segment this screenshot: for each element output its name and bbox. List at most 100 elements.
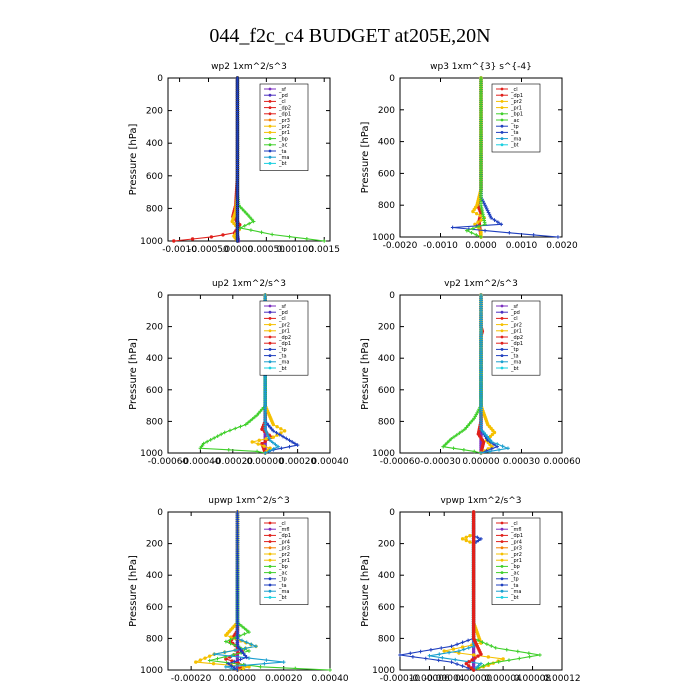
legend-marker	[268, 552, 272, 556]
legend-label: _dp1	[278, 341, 291, 347]
data-marker	[212, 652, 217, 656]
data-marker	[240, 624, 244, 629]
legend-marker	[268, 546, 272, 550]
legend-marker	[500, 329, 504, 333]
legend-label: _pr1	[510, 558, 522, 564]
data-marker	[457, 651, 461, 655]
panel-title: vp2 1xm^2/s^3	[444, 279, 518, 289]
x-tick-label: -0.00060	[148, 457, 189, 467]
legend-label: _cl	[510, 87, 518, 93]
y-tick-label: 400	[378, 571, 395, 581]
data-marker	[467, 660, 471, 664]
data-marker	[457, 649, 461, 653]
legend-marker	[500, 565, 504, 568]
y-tick-label: 200	[378, 540, 395, 550]
x-tick-label: 0.00020	[265, 674, 302, 684]
data-marker	[476, 538, 481, 543]
data-marker	[464, 425, 469, 430]
legend-label: _cl	[278, 99, 286, 105]
legend-label: _sf	[278, 87, 286, 93]
legend-marker	[500, 304, 504, 308]
x-tick-label: .00000	[222, 245, 254, 255]
data-marker	[293, 441, 297, 446]
data-marker	[215, 434, 220, 438]
data-marker	[290, 440, 294, 444]
data-marker	[429, 647, 433, 652]
data-marker	[263, 451, 267, 455]
data-marker	[479, 537, 483, 541]
legend-label: _bt	[510, 595, 519, 601]
data-marker	[247, 649, 251, 653]
data-marker	[470, 418, 475, 422]
y-tick-label: 200	[146, 540, 163, 550]
data-marker	[507, 230, 512, 235]
panel-6: vpwp 1xm^2/s^3 Pressure [hPa] 0 200 400 600 80…	[360, 496, 581, 684]
data-marker	[481, 663, 486, 668]
series-markers-ta	[235, 76, 240, 243]
data-marker	[242, 632, 247, 636]
data-marker	[262, 661, 267, 666]
data-marker	[281, 660, 286, 664]
legend-marker	[268, 310, 272, 314]
legend-marker	[268, 577, 272, 581]
y-tick-label: 800	[378, 634, 395, 644]
data-marker	[449, 644, 454, 649]
data-marker	[238, 657, 243, 662]
data-marker	[506, 446, 510, 451]
data-marker	[205, 439, 209, 444]
x-tick-label: 0.0010	[506, 241, 538, 251]
data-marker	[501, 657, 505, 661]
data-marker	[475, 535, 480, 540]
data-marker	[460, 537, 465, 541]
data-marker	[267, 436, 272, 441]
data-marker	[450, 225, 455, 230]
plot-frame	[167, 511, 331, 671]
legend-label: _pr3	[278, 546, 290, 552]
x-tick-label: 0.00050	[248, 245, 285, 255]
y-tick-label: 800	[146, 634, 163, 644]
y-tick-label: 0	[157, 291, 163, 301]
legend-marker	[268, 100, 272, 103]
x-tick-label: -0.00006	[409, 674, 450, 684]
data-marker	[483, 203, 487, 207]
legend-marker	[500, 137, 504, 141]
plot-frame	[167, 294, 331, 454]
data-marker	[198, 658, 203, 662]
legend-marker	[500, 596, 504, 599]
legend-marker	[500, 310, 504, 314]
data-marker	[241, 666, 245, 671]
legend-label: _cl	[278, 521, 286, 527]
legend-marker	[268, 360, 272, 364]
series-markers-dp2	[441, 293, 483, 455]
legend-marker	[500, 143, 504, 147]
legend-label: _pr1	[278, 558, 290, 564]
legend-marker	[500, 131, 504, 134]
data-marker	[455, 662, 459, 666]
data-marker	[322, 239, 327, 243]
x-tick-label: 0.00040	[311, 457, 348, 467]
legend-marker	[268, 521, 272, 525]
data-marker	[268, 438, 272, 443]
data-marker	[486, 655, 491, 659]
data-marker	[427, 653, 432, 658]
data-marker	[232, 666, 237, 670]
y-tick-label: 0	[389, 74, 395, 84]
y-tick-label: 800	[146, 204, 163, 214]
x-tick-label: -0.00050	[188, 245, 229, 255]
data-marker	[496, 220, 500, 224]
legend-label: _tp	[510, 577, 519, 583]
legend-label: _bp	[510, 564, 520, 570]
data-marker	[270, 232, 274, 237]
legend-box	[259, 83, 309, 171]
legend-marker	[268, 143, 272, 147]
data-marker	[262, 444, 266, 448]
data-marker	[243, 653, 247, 658]
data-marker	[243, 663, 247, 668]
legend-marker	[500, 323, 504, 326]
y-tick-label: 200	[378, 323, 395, 333]
legend-marker	[268, 149, 272, 153]
data-marker	[219, 432, 223, 437]
data-marker	[241, 651, 246, 656]
data-marker	[472, 416, 477, 421]
data-marker	[477, 407, 481, 412]
